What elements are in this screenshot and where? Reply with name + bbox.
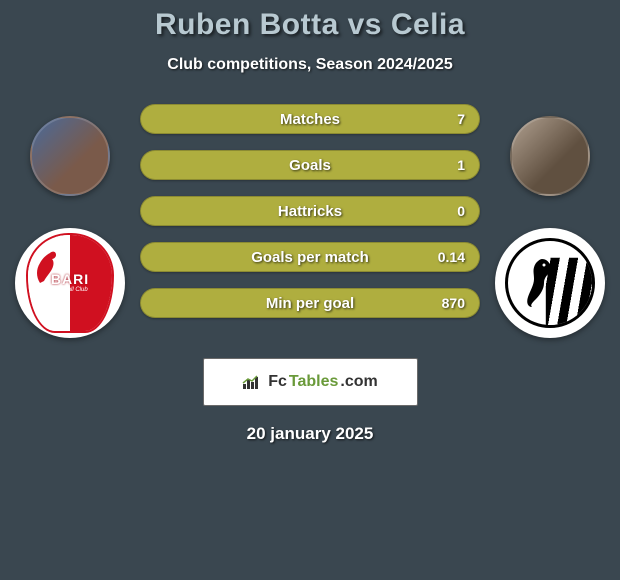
stat-label: Goals xyxy=(289,157,331,174)
bari-label: BARI xyxy=(26,271,114,287)
bar-chart-icon xyxy=(242,374,262,390)
right-column xyxy=(500,104,600,338)
watermark: FcTables.com xyxy=(203,358,418,406)
stat-bar-goals-per-match: Goals per match 0.14 xyxy=(140,242,480,272)
stat-value: 7 xyxy=(457,111,465,127)
stat-value: 870 xyxy=(442,295,465,311)
player-right-avatar xyxy=(510,116,590,196)
watermark-suffix: .com xyxy=(340,373,377,391)
bari-crest: BARI Football Club xyxy=(26,233,114,333)
watermark-prefix: Fc xyxy=(268,373,287,391)
stat-value: 0 xyxy=(457,203,465,219)
stat-bar-min-per-goal: Min per goal 870 xyxy=(140,288,480,318)
seahorse-icon xyxy=(522,255,558,311)
footer-date: 20 january 2025 xyxy=(0,424,620,444)
page-subtitle: Club competitions, Season 2024/2025 xyxy=(0,56,620,74)
stat-value: 0.14 xyxy=(438,249,465,265)
comparison-card: Ruben Botta vs Celia Club competitions, … xyxy=(0,0,620,444)
bari-sublabel: Football Club xyxy=(26,287,114,293)
stats-bars: Matches 7 Goals 1 Hattricks 0 Goals per … xyxy=(140,104,480,318)
stat-label: Min per goal xyxy=(266,295,354,312)
stat-label: Goals per match xyxy=(251,249,369,266)
stat-value: 1 xyxy=(457,157,465,173)
stat-label: Hattricks xyxy=(278,203,342,220)
cesena-crest xyxy=(505,238,595,328)
stat-bar-matches: Matches 7 xyxy=(140,104,480,134)
watermark-mid: Tables xyxy=(289,373,339,391)
page-title: Ruben Botta vs Celia xyxy=(0,8,620,42)
club-right-crest xyxy=(495,228,605,338)
stat-bar-hattricks: Hattricks 0 xyxy=(140,196,480,226)
main-row: BARI Football Club Matches 7 Goals 1 Hat… xyxy=(0,104,620,338)
stat-bar-goals: Goals 1 xyxy=(140,150,480,180)
left-column: BARI Football Club xyxy=(20,104,120,338)
stat-label: Matches xyxy=(280,111,340,128)
club-left-crest: BARI Football Club xyxy=(15,228,125,338)
player-left-avatar xyxy=(30,116,110,196)
